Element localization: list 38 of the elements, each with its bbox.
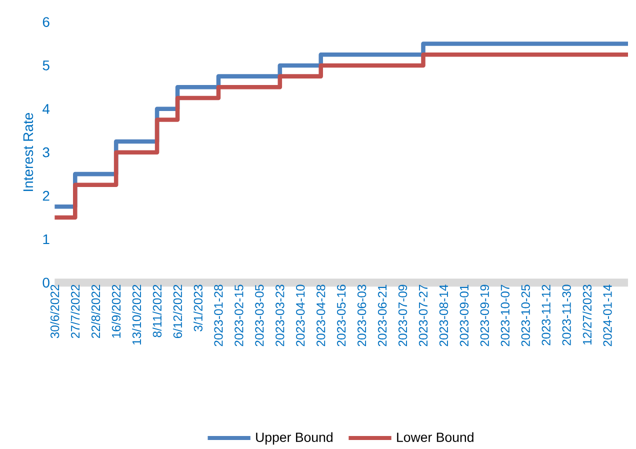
x-tick-label: 2023-04-10	[296, 284, 305, 346]
x-tick-label: 6/12/2022	[173, 284, 182, 338]
x-tick-label: 13/10/2022	[132, 284, 142, 344]
x-tick-label: 2023-03-23	[276, 284, 284, 346]
x-tick-label: 2023-08-14	[439, 284, 448, 346]
legend-label: Upper Bound	[256, 432, 332, 445]
x-tick-label: 2023-07-09	[398, 284, 408, 346]
x-tick-label: 2023-06-21	[378, 284, 387, 346]
x-tick-label: 2023-05-16	[337, 284, 346, 346]
y-tick-label: 0	[42, 278, 50, 288]
x-tick-label: 2023-09-01	[460, 284, 469, 346]
x-tick-label: 2023-07-27	[418, 284, 428, 346]
x-tick-label: 8/11/2022	[152, 284, 162, 338]
y-tick-label: 4	[42, 104, 50, 114]
x-tick-label: 2023-04-28	[316, 284, 326, 346]
x-tick-label: 2023-10-25	[521, 284, 530, 346]
x-tick-label: 22/8/2022	[91, 284, 100, 338]
y-tick-label: 5	[42, 60, 50, 70]
x-tick-label: 30/6/2022	[50, 284, 60, 338]
x-tick-label: 2023-03-05	[255, 284, 264, 346]
y-tick-label: 3	[42, 147, 50, 158]
y-tick-label: 2	[42, 190, 50, 201]
legend-label: Lower Bound	[397, 432, 474, 442]
x-tick-label: 2023-11-30	[562, 284, 571, 346]
x-tick-label: 16/9/2022	[112, 284, 121, 338]
x-tick-label: 2023-02-15	[234, 284, 244, 346]
x-tick-label: 2023-10-07	[500, 284, 510, 346]
y-tick-label: 6	[42, 17, 50, 27]
y-axis-title: Interest Rate	[23, 113, 34, 191]
x-tick-label: 12/27/2023	[582, 284, 592, 344]
x-tick-label: 3/1/2023	[194, 284, 202, 332]
y-tick-label: 1	[43, 234, 50, 244]
x-tick-label: 2024-01-14	[603, 284, 612, 346]
x-tick-label: 2023-01-28	[214, 284, 223, 346]
x-tick-label: 2023-06-03	[357, 284, 366, 346]
x-tick-label: 2023-11-12	[542, 284, 550, 346]
x-tick-label: 2023-09-19	[480, 284, 490, 346]
x-tick-label: 27/7/2022	[70, 284, 80, 338]
